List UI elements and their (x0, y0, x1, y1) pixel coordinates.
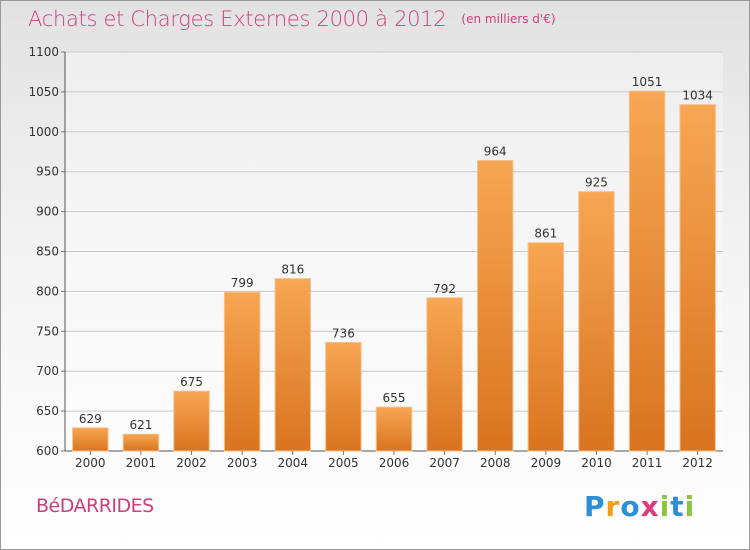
x-tick-label: 2012 (682, 456, 713, 470)
logo-letter: i (659, 490, 671, 523)
data-label: 621 (129, 418, 152, 432)
x-tick-label: 2010 (581, 456, 612, 470)
bar (274, 278, 311, 452)
y-tick-label: 650 (36, 404, 59, 418)
y-tick-label: 750 (36, 324, 59, 338)
bar (122, 433, 160, 452)
x-tick-label: 2006 (379, 456, 410, 470)
data-label: 792 (433, 282, 456, 296)
y-tick-label: 850 (36, 245, 59, 259)
data-label: 675 (180, 375, 203, 389)
logo-letter: i (684, 490, 696, 523)
x-tick-label: 2002 (176, 456, 207, 470)
data-label: 736 (332, 326, 355, 340)
x-tick-label: 2008 (480, 456, 511, 470)
x-tick-label: 2007 (429, 456, 460, 470)
chart-title: Achats et Charges Externes 2000 à 2012 (28, 7, 447, 31)
y-tick-label: 1000 (28, 125, 59, 139)
logo-letter: P (584, 490, 606, 523)
logo-letter: t (670, 490, 685, 523)
y-tick-label: 800 (36, 284, 59, 298)
y-tick-label: 900 (36, 205, 59, 219)
data-label: 964 (484, 145, 507, 159)
bar (477, 160, 514, 452)
title-line: Achats et Charges Externes 2000 à 2012 (… (28, 7, 556, 31)
bar (679, 104, 716, 452)
data-label: 799 (231, 276, 254, 290)
x-tick-label: 2005 (328, 456, 359, 470)
bar (375, 406, 413, 452)
bar (173, 390, 210, 452)
y-tick-label: 700 (36, 364, 59, 378)
data-label: 861 (534, 227, 557, 241)
y-tick-label: 600 (36, 444, 59, 458)
bar (527, 242, 565, 452)
bar (426, 297, 463, 452)
data-label: 1051 (632, 75, 663, 89)
data-label: 816 (281, 263, 304, 277)
town-name: BéDARRIDES (36, 495, 154, 517)
y-tick-label: 1100 (28, 45, 59, 59)
y-tick-label: 950 (36, 165, 59, 179)
x-tick-label: 2011 (632, 456, 663, 470)
data-label: 629 (79, 412, 102, 426)
x-tick-label: 2004 (277, 456, 308, 470)
x-tick-label: 2001 (126, 456, 157, 470)
logo-letter: o (620, 490, 641, 523)
bar (223, 291, 261, 452)
bar (578, 191, 615, 452)
proxiti-logo: Proxiti (584, 490, 695, 523)
x-tick-label: 2000 (75, 456, 106, 470)
logo-letter: x (640, 490, 660, 523)
bar (325, 341, 362, 452)
bar (628, 90, 666, 452)
x-tick-label: 2003 (227, 456, 258, 470)
logo-letter: r (605, 490, 621, 523)
data-label: 655 (383, 391, 406, 405)
y-tick-label: 1050 (28, 85, 59, 99)
data-label: 925 (585, 176, 608, 190)
x-tick-label: 2009 (531, 456, 562, 470)
data-label: 1034 (682, 89, 713, 103)
bar (72, 427, 109, 452)
chart-subtitle: (en milliers d'€) (461, 12, 556, 26)
